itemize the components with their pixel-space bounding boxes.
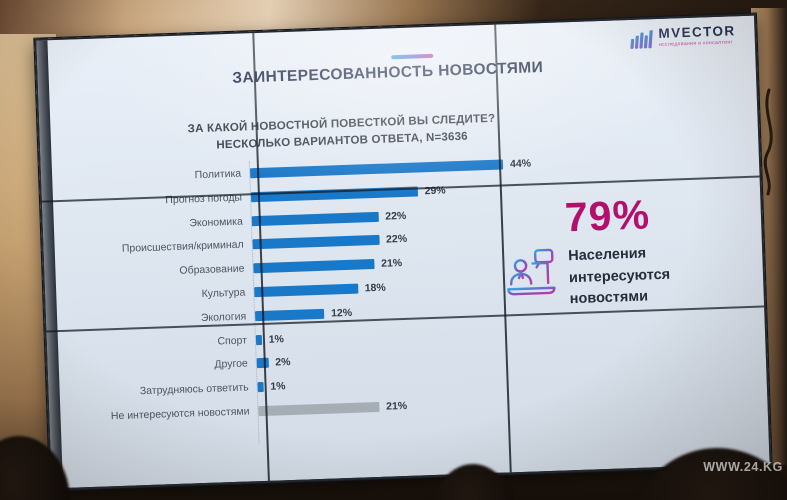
- slide-subtitle: ЗА КАКОЙ НОВОСТНОЙ ПОВЕСТКОЙ ВЫ СЛЕДИТЕ?…: [157, 110, 526, 157]
- logo-tagline: исследования и консалтинг: [658, 39, 733, 48]
- watermark: WWW.24.KG: [703, 460, 783, 474]
- bar: [255, 334, 262, 345]
- highlight-caption-line-2: интересуются: [568, 266, 671, 286]
- video-wall-screen: ЗАИНТЕРЕСОВАННОСТЬ НОВОСТЯМИ ЗА КАКОЙ НО…: [34, 13, 772, 491]
- highlight-caption-line-3: новостями: [569, 288, 649, 308]
- bar: [256, 358, 269, 369]
- video-wall-tilt-wrapper: ЗАИНТЕРЕСОВАННОСТЬ НОВОСТЯМИ ЗА КАКОЙ НО…: [0, 13, 787, 500]
- person-laptop-chat-icon: [507, 248, 556, 296]
- bar-value: 2%: [275, 356, 291, 369]
- bar-value: 21%: [385, 399, 408, 413]
- bar-label: Экономика: [189, 215, 244, 230]
- highlight-caption: Населения интересуются новостями: [568, 243, 671, 311]
- title-accent-dash: [391, 53, 434, 60]
- bar: [254, 308, 325, 321]
- bar-label: Спорт: [217, 334, 248, 348]
- bar-label: Происшествия/криминал: [121, 238, 244, 256]
- bar-label: Культура: [201, 286, 246, 301]
- bar: [254, 283, 358, 298]
- bar: [257, 382, 264, 393]
- highlight-percentage: 79%: [564, 191, 651, 241]
- bar-label: Образование: [179, 262, 245, 277]
- logo-brand-name: MVECTOR: [658, 23, 736, 41]
- bar: [249, 159, 504, 179]
- bar: [253, 259, 375, 274]
- logo: MVECTOR исследования и консалтинг: [628, 23, 736, 52]
- bar-label: Не интересуются новостями: [110, 405, 250, 423]
- bar-value: 12%: [330, 306, 353, 320]
- bar: [252, 235, 380, 250]
- bar: [258, 401, 380, 417]
- bar-value: 22%: [385, 209, 407, 223]
- bar-label: Другое: [214, 357, 249, 372]
- bar: [251, 211, 379, 226]
- chart-rows: Политика 44% Прогноз погоды 29% Экономика 22%…: [55, 154, 585, 422]
- bar-value: 1%: [268, 332, 285, 346]
- bar-label: Политика: [194, 167, 242, 182]
- bar-value: 1%: [270, 380, 286, 393]
- logo-mark-icon: [630, 30, 653, 49]
- bar-label: Затрудняюсь ответить: [139, 381, 249, 398]
- logo-text-block: MVECTOR исследования и консалтинг: [658, 23, 736, 48]
- bar-value: 21%: [380, 257, 403, 270]
- wall-cable: [763, 88, 773, 196]
- bar-value: 18%: [364, 281, 386, 295]
- bar-value: 22%: [385, 233, 408, 246]
- bar-value: 44%: [509, 157, 532, 171]
